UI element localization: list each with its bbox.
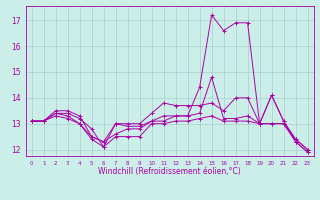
X-axis label: Windchill (Refroidissement éolien,°C): Windchill (Refroidissement éolien,°C) xyxy=(98,167,241,176)
